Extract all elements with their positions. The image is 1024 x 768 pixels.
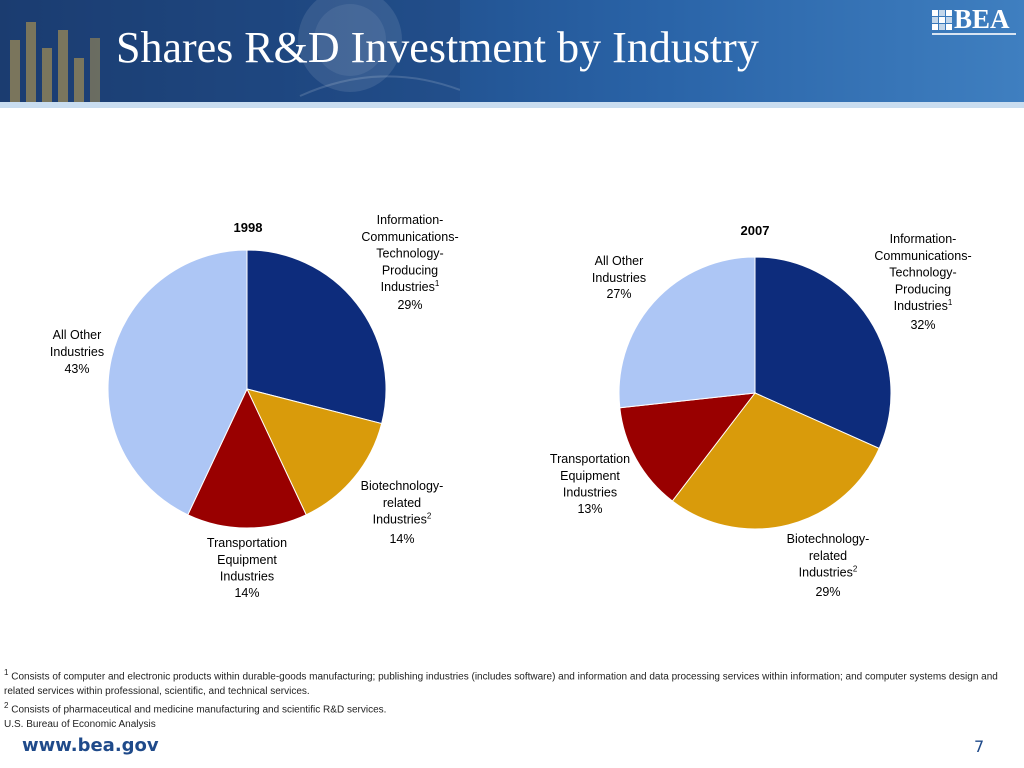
page-number: 7 <box>974 737 985 756</box>
slice-label-line: Information- <box>377 213 444 227</box>
slice-label-line: All Other <box>53 328 102 342</box>
slice-label-line: Technology- <box>889 266 956 280</box>
slice-label-line: Communications- <box>874 249 971 263</box>
footnote-ref: 1 <box>435 279 440 288</box>
footnote-1: 1 Consists of computer and electronic pr… <box>4 666 1018 699</box>
footnote-1-text: Consists of computer and electronic prod… <box>4 671 998 697</box>
slice-label-line: Producing <box>895 282 951 296</box>
pie-slice-1998-biotech <box>246 388 383 516</box>
slice-value-1998-transport: 14% <box>234 586 259 600</box>
footnote-1-marker: 1 <box>4 668 9 677</box>
slice-label-1998-biotech: Biotechnology-related Industries2 14% <box>361 479 444 546</box>
slice-label-line: Industries <box>220 570 274 584</box>
bea-logo: BEA <box>932 4 1016 40</box>
slice-value-1998-ict: 29% <box>397 298 422 312</box>
bea-logo-grid-icon <box>932 10 952 30</box>
slice-label-1998-other: All Other Industries 43% <box>50 328 104 376</box>
slice-label-line: Biotechnology- <box>361 479 444 493</box>
slice-value-1998-other: 43% <box>64 362 89 376</box>
slice-label-2007-other: All Other Industries 27% <box>592 254 646 301</box>
slice-label-line: related <box>383 496 421 510</box>
footnotes: 1 Consists of computer and electronic pr… <box>4 666 1018 733</box>
slice-label-line: Industries2 <box>799 565 858 580</box>
pie-charts: 1998 Information- Communications- Technolog… <box>50 213 972 600</box>
pie-slice-2007-transport <box>619 392 757 502</box>
slice-label-line: Industries <box>563 486 617 500</box>
slice-label-line: Communications- <box>361 230 458 244</box>
slice-value-2007-biotech: 29% <box>815 585 840 599</box>
bea-logo-underline <box>932 33 1016 35</box>
slice-label-line: Industries2 <box>373 512 432 527</box>
website-link[interactable]: www.bea.gov <box>22 735 159 756</box>
slice-label-line: Industries1 <box>381 279 440 294</box>
pie-slice-1998-transport <box>187 387 307 529</box>
slice-value-1998-biotech: 14% <box>389 532 414 546</box>
bea-logo-text: BEA <box>954 4 1010 34</box>
source-note: U.S. Bureau of Economic Analysis <box>4 719 156 731</box>
footnote-2-marker: 2 <box>4 701 9 711</box>
pie-chart-2007: 2007 Information- Communications- Technolog… <box>550 223 972 599</box>
title-banner: Shares R&D Investment by Industry BEA <box>0 0 1024 108</box>
footnote-ref: 2 <box>427 512 432 521</box>
slice-label-line: All Other <box>595 254 644 268</box>
slice-label-line: Equipment <box>217 553 277 567</box>
banner-decoration <box>0 0 460 108</box>
banner-bottom-strip <box>0 102 1024 108</box>
footnote-ref: 2 <box>853 565 858 574</box>
footnote-ref: 1 <box>948 298 953 307</box>
slice-label-line: Industries <box>592 271 646 285</box>
footnote-2: 2 Consists of pharmaceutical and medicin… <box>4 699 1018 718</box>
slice-value-2007-other: 27% <box>606 287 631 301</box>
slice-value-2007-ict: 32% <box>910 318 935 332</box>
footnote-2-text: Consists of pharmaceutical and medicine … <box>11 704 387 716</box>
slide-title: Shares R&D Investment by Industry <box>116 23 759 72</box>
pie-slice-2007-biotech <box>671 392 880 530</box>
slice-label-line: Transportation <box>550 452 630 466</box>
slice-label-line: Transportation <box>207 536 287 550</box>
slice-label-line: related <box>809 549 847 563</box>
chart-title-2007: 2007 <box>741 223 770 238</box>
slice-label-2007-transport: Transportation Equipment Industries 13% <box>550 452 630 516</box>
slice-label-line: Biotechnology- <box>787 532 870 546</box>
slice-label-line: Technology- <box>376 247 443 261</box>
pie-slice-2007-other <box>618 256 756 409</box>
pie-slice-2007-ict <box>754 256 892 450</box>
slice-label-line: Industries <box>50 345 104 359</box>
slice-label-2007-ict: Information- Communications- Technology- Pr… <box>874 232 971 332</box>
pie-chart-1998: 1998 Information- Communications- Technolog… <box>50 213 459 600</box>
slice-label-2007-biotech: Biotechnology-related Industries2 29% <box>787 532 870 599</box>
slice-value-2007-transport: 13% <box>577 502 602 516</box>
slice-label-line: Producing <box>382 263 438 277</box>
slice-label-line: Industries1 <box>894 298 953 313</box>
pie-slice-1998-other <box>107 249 248 516</box>
slice-label-1998-ict: Information- Communications- Technology- Pr… <box>361 213 458 312</box>
slice-label-line: Equipment <box>560 469 620 483</box>
pie-slice-1998-ict <box>246 249 387 425</box>
slice-label-line: Information- <box>890 232 957 246</box>
slice-label-1998-transport: Transportation Equipment Industries 14% <box>207 536 287 600</box>
chart-title-1998: 1998 <box>234 220 263 235</box>
